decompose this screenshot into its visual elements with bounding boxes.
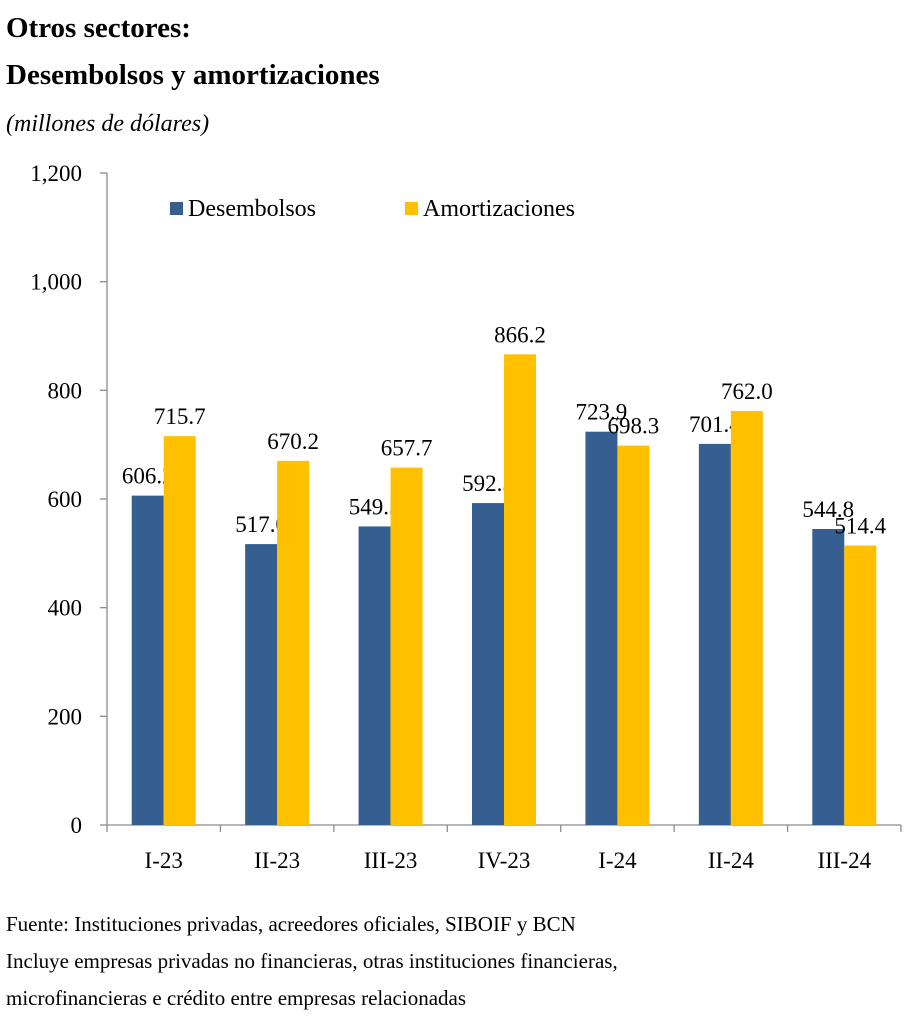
legend-label: Desembolsos [188,196,316,222]
data-label: 670.2 [267,429,319,454]
y-tick-label: 400 [48,596,83,621]
bar-desembolsos [358,526,391,825]
x-tick-label: I-23 [145,848,183,873]
x-tick-label: III-23 [364,848,418,873]
footnote-line-1: Incluye empresas privadas no financieras… [6,949,618,973]
data-label: 698.3 [608,414,660,439]
footnote-line-2: microfinancieras e crédito entre empresa… [6,986,467,1010]
y-tick-label: 1,200 [30,161,82,186]
bar-amortizaciones [730,410,763,825]
bar-amortizaciones [163,436,196,825]
chart-legend: Desembolsos Amortizaciones [170,196,575,222]
data-label: 514.4 [834,514,886,539]
chart-subtitle: (millones de dólares) [6,111,210,137]
x-tick-label: II-24 [708,848,754,873]
legend-swatch [405,202,418,215]
source-note: Fuente: Instituciones privadas, acreedor… [6,912,576,936]
x-tick-label: III-24 [817,848,871,873]
data-label: 723.9 [576,400,628,425]
chart-title-line-2: Desembolsos y amortizaciones [6,59,380,91]
bar-chart: 0 200 400 600 800 1,000 1,200 I-23 II-23 III-23 IV… [30,161,902,873]
bar-desembolsos [812,528,845,825]
legend-swatch [170,202,183,215]
bar-amortizaciones [504,354,536,825]
x-tick-label: IV-23 [478,848,531,873]
x-tick-label: I-24 [598,848,637,873]
data-label: 762.0 [721,379,773,404]
data-label: 866.2 [494,322,546,347]
data-label: 657.7 [381,436,433,461]
data-label: 544.8 [802,497,854,522]
y-tick-label: 1,000 [30,270,82,295]
bar-amortizaciones [844,545,877,825]
bar-desembolsos [698,443,731,825]
bar-desembolsos [245,544,278,825]
bar-amortizaciones [277,460,310,825]
data-label: 715.7 [154,404,206,429]
y-tick-label: 0 [71,813,83,838]
bar-desembolsos [472,503,504,825]
bar-amortizaciones [617,445,650,825]
y-tick-label: 800 [48,378,83,403]
bar-desembolsos [585,431,618,825]
chart-axes: 0 200 400 600 800 1,000 1,200 I-23 II-23 III-23 IV… [30,161,902,873]
chart-title-line-1: Otros sectores: [6,12,191,44]
y-tick-label: 200 [48,704,83,729]
bar-desembolsos [131,495,164,825]
legend-label: Amortizaciones [423,196,575,222]
bar-amortizaciones [390,467,423,825]
x-tick-label: II-23 [254,848,300,873]
y-tick-label: 600 [48,487,83,512]
